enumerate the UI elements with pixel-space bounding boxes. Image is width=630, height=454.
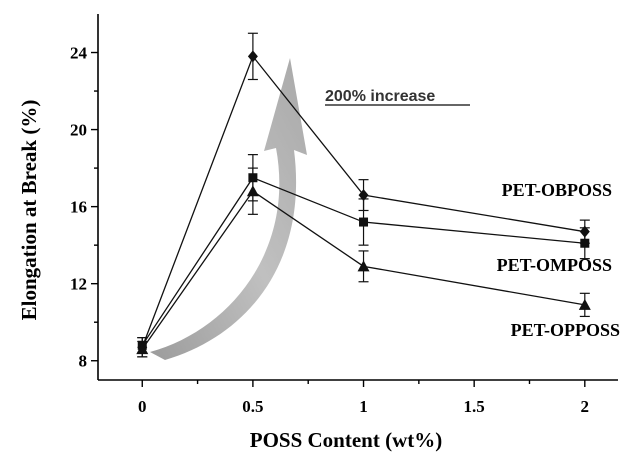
data-point [136, 343, 149, 355]
series-layer [136, 32, 591, 358]
x-tick-label: 0.5 [242, 397, 263, 416]
series-label: PET-OMPOSS [497, 255, 612, 275]
y-tick-label: 8 [79, 352, 88, 371]
data-point [246, 185, 259, 197]
y-tick-label: 20 [70, 121, 87, 140]
x-tick-label: 1 [359, 397, 368, 416]
labels-layer: PET-OBPOSS PET-OMPOSS PET-OPPOSS [497, 180, 620, 340]
series-label: PET-OBPOSS [502, 180, 612, 200]
series-line [141, 55, 585, 348]
data-point [578, 298, 591, 310]
data-point [358, 189, 369, 202]
series-label: PET-OPPOSS [511, 320, 620, 340]
x-tick-label: 0 [138, 397, 147, 416]
y-axis-title: Elongation at Break (%) [17, 100, 41, 321]
series-pet-opposs [136, 167, 591, 358]
x-tick-label: 1.5 [464, 397, 485, 416]
axes: 8 12 16 20 24 0 0.5 1 1.5 2 [70, 14, 618, 416]
x-axis-title: POSS Content (wt%) [250, 428, 443, 452]
data-point [580, 238, 590, 248]
x-tick-label: 2 [581, 397, 590, 416]
y-tick-label: 16 [70, 198, 87, 217]
data-point [357, 260, 370, 272]
annotation-text: 200% increase [325, 88, 435, 105]
data-point [247, 50, 258, 63]
y-tick-label: 12 [70, 275, 87, 294]
series-line [141, 190, 585, 350]
increase-arrow [150, 58, 307, 360]
series-line [141, 176, 585, 346]
data-point [359, 217, 369, 227]
y-tick-label: 24 [70, 44, 88, 63]
